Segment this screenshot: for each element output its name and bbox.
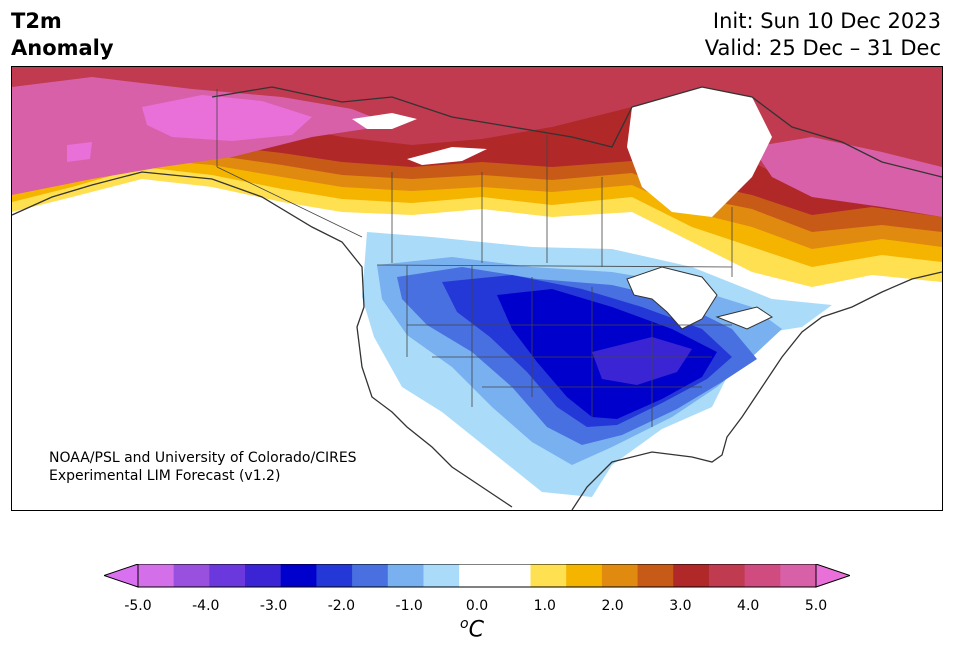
title-variable: T2m xyxy=(11,9,62,33)
title-type: Anomaly xyxy=(11,36,114,60)
colorbar-ticks: -5.0 -4.0 -3.0 -2.0 -1.0 0.0 1.0 2.0 3.0 4.0 5.0 xyxy=(0,598,953,618)
colorbar-tick-label: 3.0 xyxy=(669,598,692,614)
anomaly-map xyxy=(11,66,943,511)
colorbar-cell xyxy=(209,564,246,587)
great-slave-lake xyxy=(407,147,487,165)
colorbar-cell xyxy=(530,564,567,587)
colorbar-legend xyxy=(104,564,850,588)
colorbar-cell xyxy=(280,564,317,587)
colorbar-tick-label: 1.0 xyxy=(533,598,556,614)
colorbar-over-arrow xyxy=(815,564,850,588)
colorbar-cells xyxy=(138,564,817,587)
warm-core-pink xyxy=(67,95,312,162)
colorbar-tick-label: 2.0 xyxy=(601,598,624,614)
colorbar-cell xyxy=(744,564,781,587)
colorbar-cell xyxy=(601,564,639,587)
colorbar-cell xyxy=(138,564,175,587)
colorbar-tick-label: -1.0 xyxy=(395,598,423,614)
colorbar-tick-label: 5.0 xyxy=(804,598,828,614)
colorbar-cell xyxy=(494,564,532,587)
colorbar-cell xyxy=(780,564,817,587)
hudson-bay xyxy=(627,87,772,217)
colorbar-tick-label: -3.0 xyxy=(259,598,288,614)
colorbar-cell xyxy=(173,564,210,587)
unit-letter: C xyxy=(468,617,484,643)
colorbar-cell xyxy=(387,564,424,587)
colorbar-tick-label: -5.0 xyxy=(124,598,152,614)
degree-superscript: o xyxy=(460,616,469,632)
forecast-dates: Init: Sun 10 Dec 2023 Valid: 25 Dec – 31… xyxy=(705,8,941,62)
colorbar-cell xyxy=(459,564,496,587)
colorbar-tick-label: -2.0 xyxy=(327,598,356,614)
colorbar-cell xyxy=(423,564,460,587)
coastline-gulf-east xyxy=(571,271,942,510)
colorbar-cell xyxy=(352,564,389,587)
colorbar-tick-label: 0.0 xyxy=(465,598,489,614)
cool-core-indigo xyxy=(592,337,692,385)
colorbar-tick-label: 4.0 xyxy=(737,598,760,614)
great-bear-lake xyxy=(352,113,417,129)
colorbar-tick-label: -4.0 xyxy=(192,598,220,614)
colorbar-cell xyxy=(637,564,674,587)
credit-line-1: NOAA/PSL and University of Colorado/CIRE… xyxy=(49,450,357,466)
colorbar-cell xyxy=(708,564,746,587)
colorbar-cell xyxy=(566,564,603,587)
credit-line-2: Experimental LIM Forecast (v1.2) xyxy=(49,468,281,484)
map-title: T2m Anomaly xyxy=(11,8,114,62)
coastline-north xyxy=(211,86,942,178)
init-date: Init: Sun 10 Dec 2023 xyxy=(712,9,941,33)
valid-period: Valid: 25 Dec – 31 Dec xyxy=(704,36,941,60)
colorbar-cell xyxy=(316,564,353,587)
coastline-west xyxy=(12,171,513,508)
credit-annotation: NOAA/PSL and University of Colorado/CIRE… xyxy=(49,449,357,485)
colorbar-outline xyxy=(137,564,817,588)
colorbar-cell xyxy=(673,564,710,587)
colorbar-unit-label: oC xyxy=(460,616,484,642)
map-canvas xyxy=(12,67,942,510)
political-boundaries xyxy=(216,89,733,427)
colorbar-cell xyxy=(245,564,282,587)
colorbar-under-arrow xyxy=(104,564,139,588)
great-lakes xyxy=(626,266,774,330)
